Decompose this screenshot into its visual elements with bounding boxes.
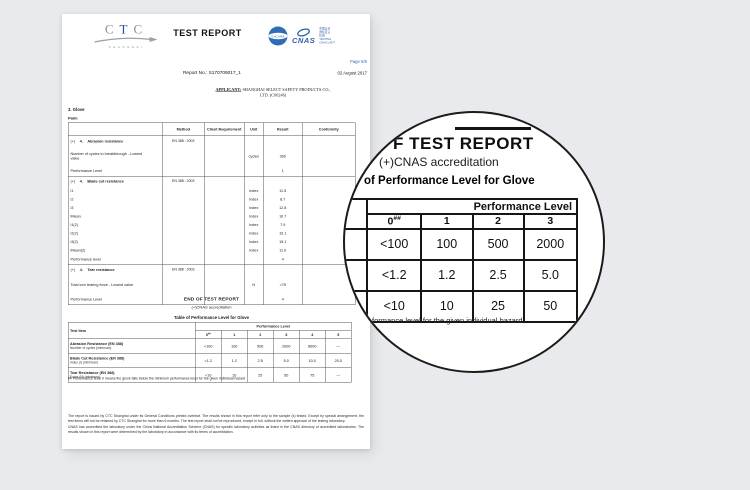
document-content: CTC SHANGHAI TEST REPORT ILAC-MRA CNAS 中 (62, 14, 370, 449)
table-row: Performance Level 4 (68, 294, 356, 305)
perf-header-level: Performance Level (194, 322, 352, 331)
table-row: (+) 4. Tear resistance EN 388 : 2003 (68, 264, 356, 275)
table-row: <1.2 1.2 2.5 5.0 (345, 258, 579, 292)
ctc-letter-t: T (119, 22, 134, 37)
footer-paragraph-2: CNAS has accredited the laboratory under… (68, 425, 364, 434)
cnas-side-line: CNAS L4577 (319, 41, 336, 45)
cnas-accreditation-note: (+)CNAS accreditation (191, 305, 232, 310)
header-empty (68, 122, 163, 136)
ctc-letter-c2: C (133, 22, 149, 37)
table-row: i2(2) Index 10.1 (68, 228, 356, 238)
ctc-arrow-icon (94, 37, 158, 43)
report-title: TEST REPORT (173, 28, 242, 38)
perf-level-0: 0## (195, 330, 222, 339)
table-row: i1(2) Index 7.9 (68, 220, 356, 229)
cnas-logo: CNAS (292, 28, 316, 45)
table-row: Tear Resistance (EN 388) Force (N) (minim… (68, 367, 352, 383)
applicant-label: APPLICANT: (215, 87, 242, 92)
perf-level-row: 0## 1 2 3 4 5 (68, 330, 352, 339)
magnified-level-row: 0## 1 2 3 (345, 213, 579, 230)
magnified-header-row: Performance Level (345, 198, 578, 230)
performance-level-table: Test Item Performance Level 0## 1 2 3 4 … (68, 322, 352, 383)
magnified-level-2: 2 (471, 213, 525, 230)
perf-level-5: 5 (324, 330, 352, 339)
ctc-logo: CTC SHANGHAI (89, 23, 164, 49)
table-row: Total torn tearing force - Lowest value … (68, 274, 356, 295)
header-result: Result (263, 122, 303, 136)
magnified-report-title: F TEST REPORT (393, 134, 534, 153)
footer-disclaimer: The report is issued by CTC Shanghai und… (68, 414, 364, 436)
magnified-cnas-note: (+)CNAS accreditation (379, 155, 499, 169)
table-row: Performance level 4 (68, 254, 356, 265)
table-row: Blade Cut Resistance (EN 388) Index (I) (… (68, 353, 352, 368)
header-conformity: Conformity (302, 122, 356, 136)
header-method: Method (162, 122, 205, 136)
page-number: Page 5/5 (349, 59, 367, 64)
perf-level-2: 2 (247, 330, 274, 339)
perf-level-3: 3 (273, 330, 300, 339)
cnas-logo-text: CNAS (292, 36, 316, 45)
ctc-logo-letters: CTC (89, 23, 164, 36)
results-table: Method Client Requirement Unit Result Co… (68, 122, 356, 305)
applicant-line1: APPLICANT: SHANGHAI SELECT SAFETY PRODUC… (193, 87, 353, 93)
ctc-letter-c1: C (104, 22, 120, 37)
cnas-emblem-icon (297, 28, 311, 37)
svg-text:ILAC-MRA: ILAC-MRA (271, 34, 284, 38)
test-report-document: CTC SHANGHAI TEST REPORT ILAC-MRA CNAS 中 (62, 14, 370, 449)
table-row: Performance Level 1 (68, 166, 356, 176)
applicant-name: SHANGHAI SELECT SAFETY PRODUCTS CO., (242, 87, 331, 92)
magnified-table-border-line (455, 127, 531, 130)
perf-level-4: 4 (299, 330, 326, 339)
cnas-side-line: TESTING (319, 37, 332, 41)
table-row: Number of cycles to breakthrough - Lowes… (68, 146, 356, 166)
table-row: (+) 4. Abrasion resistance EN 388 : 2003 (68, 135, 356, 146)
table-row: i1 Index 11.5 (68, 186, 356, 195)
results-table-header-row: Method Client Requirement Unit Result Co… (68, 122, 356, 136)
perf-level-1: 1 (221, 330, 248, 339)
report-number: Report No.: S170709017_1 (183, 70, 241, 76)
magnified-test-item-cell (345, 198, 369, 230)
magnified-footnote: formance level for the given individual … (372, 316, 523, 325)
magnified-table-title: of Performance Level for Glove (364, 175, 535, 187)
perf-header-test-item: Test Item (68, 322, 196, 339)
footer-paragraph-1: The report is issued by CTC Shanghai und… (68, 414, 364, 423)
cnas-side-text: 中国认可 国际互认 检测 TESTING CNAS L4577 (319, 27, 335, 45)
magnified-level-1: 1 (419, 213, 474, 230)
ilac-mra-logo-icon: ILAC-MRA (268, 26, 288, 46)
cnas-side-line: 中国认可 (319, 27, 331, 31)
table-row: Abrasion Resistance (EN 388) Number of cy… (68, 338, 352, 354)
table-row: <100 100 500 2000 (345, 227, 579, 261)
header-client-requirement: Client Requirement (204, 122, 245, 136)
magnified-level-3: 3 (522, 213, 579, 230)
table-row: (+) 4. Blade cut resistance EN 388 : 2003 (68, 175, 356, 187)
section-title: 3. Glove (68, 107, 85, 112)
cnas-side-line: 国际互认 (319, 30, 331, 34)
accreditation-marks: ILAC-MRA CNAS 中国认可 国际互认 检测 TESTING CNAS … (268, 26, 335, 46)
table-row: <10 10 25 50 (345, 289, 579, 323)
applicant-line2: LTD. (C00246) (259, 92, 287, 98)
report-date: 02 August 2017 (337, 70, 367, 76)
magnified-level-0: 0## (366, 213, 422, 230)
ctc-logo-subtitle: SHANGHAI (108, 46, 145, 49)
table-row: i3(2) Index 15.1 (68, 237, 356, 246)
cnas-side-line: 检测 (319, 34, 325, 38)
end-of-report-title: END OF TEST REPORT (183, 296, 240, 303)
header-unit: Unit (244, 122, 264, 136)
table-row: iMean(2) Index 11.0 (68, 245, 356, 255)
performance-table-title: Table of Performance Level for Glove (173, 315, 250, 320)
table-row: iMean Index 10.7 (68, 211, 356, 221)
magnified-performance-table: Performance Level 0## 1 2 3 <100 100 500… (345, 198, 579, 323)
magnified-level-header: Performance Level (366, 198, 578, 215)
subsection-title: Palm (68, 116, 78, 121)
performance-footnote: ## Performance level 0 means the glove f… (68, 377, 246, 381)
table-row: i2 Index 8.7 (68, 194, 356, 204)
magnifier-circle: F TEST REPORT (+)CNAS accreditation of P… (343, 111, 605, 373)
applicant-block: APPLICANT: SHANGHAI SELECT SAFETY PRODUC… (193, 87, 353, 98)
perf-header-row: Test Item Performance Level (68, 322, 352, 339)
table-row: i3 Index 12.8 (68, 203, 356, 212)
